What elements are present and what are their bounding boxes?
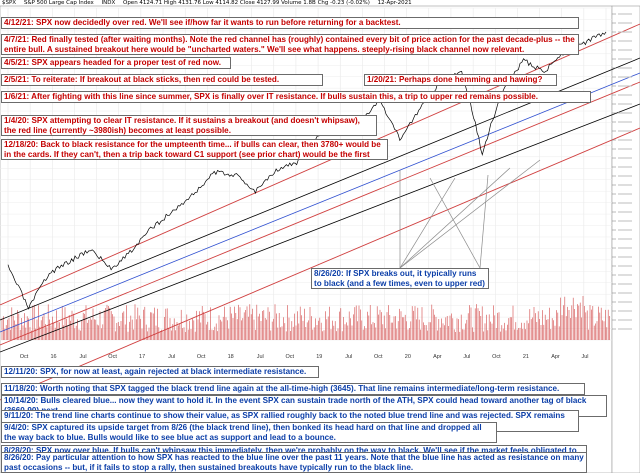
annotation-12-11-20: 12/11/20: SPX, for now at least, again r… <box>1 366 319 378</box>
channel-line <box>0 23 640 306</box>
x-tick-label: 17 <box>139 354 145 360</box>
annotation-1-20-21: 1/20/21: Perhaps done hemming and hawing… <box>364 74 557 86</box>
x-tick-label: Apr <box>551 354 560 360</box>
pointer-line <box>429 177 481 269</box>
x-tick-label: Oct <box>285 354 294 360</box>
symbol: $SPX <box>2 0 17 6</box>
x-tick-label: Oct <box>492 354 501 360</box>
x-tick-label: 20 <box>405 354 411 360</box>
x-tick-label: 18 <box>228 354 234 360</box>
index-name: S&P 500 Large Cap Index <box>23 0 94 6</box>
x-tick-label: Oct <box>197 354 206 360</box>
chart-date: 12-Apr-2021 <box>377 0 412 6</box>
channel-line <box>0 81 640 346</box>
x-tick-label: Jul <box>345 354 352 360</box>
pointer-line <box>479 174 489 269</box>
annotation-pointers <box>399 159 541 269</box>
annotation-8-26-20: 8/26/20: Pay particular attention to how… <box>1 452 587 473</box>
annotation-4-5-21: 4/5/21: SPX appears headed for a proper … <box>1 57 231 69</box>
x-axis-ticks: Oct 16 Jul Oct 17 Jul Oct 18 Jul Oct 19 Jul Oct 20 Apr… <box>20 354 589 360</box>
x-tick-label: Jul <box>257 354 264 360</box>
x-tick-label: Jul <box>80 354 87 360</box>
volume-bars <box>1 295 610 340</box>
x-tick-label: 19 <box>316 354 322 360</box>
x-tick-label: Jul <box>581 354 588 360</box>
annotation-2-5-21: 2/5/21: To reiterate: If breakout at bla… <box>1 74 323 86</box>
pointer-line <box>399 177 456 269</box>
channel-line <box>0 127 640 401</box>
x-tick-label: Jul <box>168 354 175 360</box>
pointer-line <box>399 167 511 269</box>
channel-line <box>0 103 640 353</box>
quote-line: Open 4124.71 High 4131.76 Low 4114.82 Cl… <box>122 0 370 6</box>
annotation-4-7-21: 4/7/21: Red finally tested (after waitin… <box>1 34 579 55</box>
x-tick-label: Oct <box>20 354 29 360</box>
channel-line <box>0 72 640 333</box>
x-tick-label: Oct <box>108 354 117 360</box>
x-tick-label: Apr <box>433 354 442 360</box>
annotation-12-18-20: 12/18/20: Back to black resistance for t… <box>1 139 388 160</box>
annotation-8-26-20-target: 8/26/20: If SPX breaks out, it typically… <box>311 268 489 289</box>
chart-header: $SPX S&P 500 Large Cap Index INDX Open 4… <box>2 0 418 6</box>
pointer-line <box>399 159 541 269</box>
x-tick-label: 16 <box>50 354 56 360</box>
x-tick-label: Oct <box>374 354 383 360</box>
annotation-1-4-20: 1/4/20: SPX attempting to clear IT resis… <box>1 115 377 136</box>
exchange: INDX <box>101 0 116 6</box>
y-axis-ticks <box>612 13 632 330</box>
annotation-1-6-21: 1/6/21: After fighting with this line si… <box>1 91 591 103</box>
x-tick-label: 21 <box>523 354 529 360</box>
annotation-11-18-20: 11/18/20: Worth noting that SPX tagged t… <box>1 383 585 395</box>
annotation-9-4-20: 9/4/20: SPX captured its upside target f… <box>1 422 497 443</box>
annotation-4-12-21: 4/12/21: SPX now decidedly over red. We'… <box>1 17 579 29</box>
x-tick-label: Jul <box>463 354 470 360</box>
